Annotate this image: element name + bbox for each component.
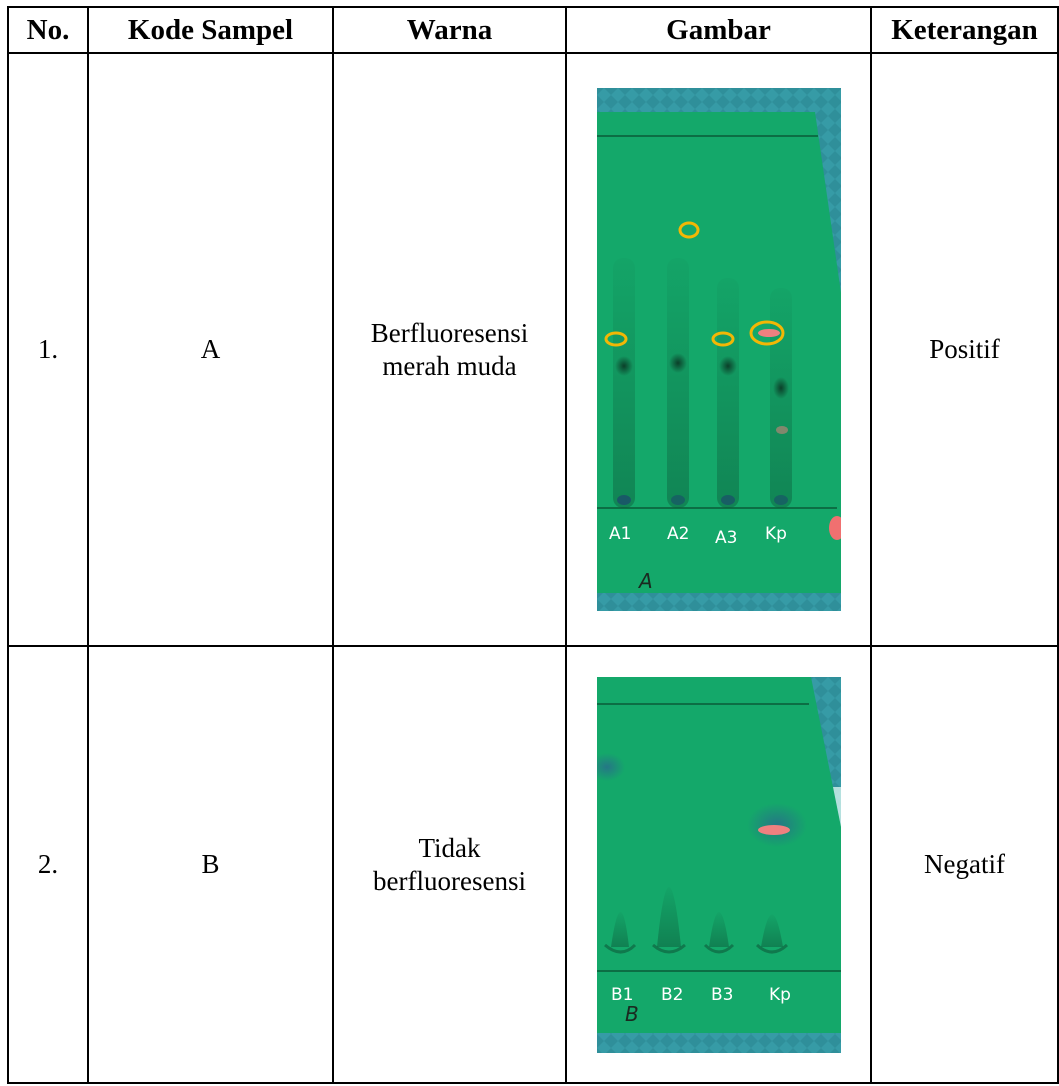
- lane-label: B3: [711, 985, 733, 1005]
- header-warna: Warna: [332, 6, 567, 54]
- plate-image-wrap: B1 B2 B3 Kp B: [567, 676, 870, 1053]
- highlight-circle: [749, 320, 784, 346]
- origin-spot: [773, 495, 788, 505]
- handwritten-mark: A: [637, 569, 653, 593]
- cell-gambar: B1 B2 B3 Kp B: [565, 645, 872, 1084]
- header-no: No.: [7, 6, 89, 54]
- header-row: No. Kode Sampel Warna Gambar Keterangan: [7, 6, 1059, 54]
- handwritten-mark: B: [625, 1002, 639, 1026]
- lane-streak: [666, 258, 689, 508]
- highlight-circle: [711, 331, 734, 347]
- faint-pink-spot: [775, 426, 788, 434]
- origin-spot: [670, 495, 685, 505]
- tlc-plate-b-image: B1 B2 B3 Kp B: [596, 676, 841, 1053]
- lane-streak: [708, 911, 729, 947]
- pink-fluorescent-spot: [757, 824, 790, 835]
- warna-text: Berfluoresensi merah muda: [370, 317, 529, 381]
- smudge: [746, 802, 807, 847]
- lane-streak: [656, 886, 681, 947]
- origin-spot: [616, 495, 631, 505]
- lane-streak: [760, 914, 783, 947]
- dark-spot: [772, 377, 789, 399]
- lane-base: [651, 943, 686, 953]
- lane-label: Kp: [769, 985, 791, 1005]
- lane-base: [755, 943, 788, 953]
- lane-base: [703, 943, 734, 953]
- table-row: 2. B Tidak berfluoresensi: [7, 645, 1059, 1084]
- pink-fluorescent-spot: [757, 329, 780, 337]
- cell-keterangan: Positif: [870, 52, 1059, 647]
- plate-image-wrap: A1 A2 A3 Kp A: [567, 88, 870, 611]
- lane-label: A3: [715, 528, 737, 548]
- dark-spot: [718, 356, 737, 376]
- dark-spot: [668, 353, 687, 373]
- lane-label: A2: [667, 524, 689, 544]
- lane-label: B2: [661, 985, 683, 1005]
- lane-label: Kp: [765, 524, 787, 544]
- lane-streak: [610, 911, 629, 947]
- results-table: No. Kode Sampel Warna Gambar Keterangan …: [7, 6, 1059, 1084]
- origin-spot: [720, 495, 735, 505]
- warna-text: Tidak berfluoresensi: [373, 832, 526, 896]
- lane-streak: [716, 278, 739, 508]
- lane-streak: [612, 258, 635, 508]
- tlc-plate-a-image: A1 A2 A3 Kp A: [596, 88, 841, 611]
- cell-keterangan: Negatif: [870, 645, 1059, 1084]
- header-gambar: Gambar: [565, 6, 872, 54]
- lane-label: B1: [611, 985, 633, 1005]
- cell-warna: Berfluoresensi merah muda: [332, 52, 567, 647]
- plate-surface: [596, 676, 841, 1033]
- lane-base: [603, 943, 636, 953]
- header-kode-sampel: Kode Sampel: [87, 6, 334, 54]
- cell-no: 2.: [7, 645, 89, 1084]
- smudge: [596, 752, 625, 781]
- highlight-circle: [678, 221, 699, 239]
- table-row: 1. A Berfluoresensi merah muda: [7, 52, 1059, 647]
- highlight-circle: [604, 331, 627, 347]
- header-keterangan: Keterangan: [870, 6, 1059, 54]
- cell-kode-sampel: B: [87, 645, 334, 1084]
- cell-gambar: A1 A2 A3 Kp A: [565, 52, 872, 647]
- cell-kode-sampel: A: [87, 52, 334, 647]
- lane-label: A1: [609, 524, 631, 544]
- edge-mark: [828, 516, 841, 540]
- cell-warna: Tidak berfluoresensi: [332, 645, 567, 1084]
- cell-no: 1.: [7, 52, 89, 647]
- dark-spot: [614, 356, 633, 376]
